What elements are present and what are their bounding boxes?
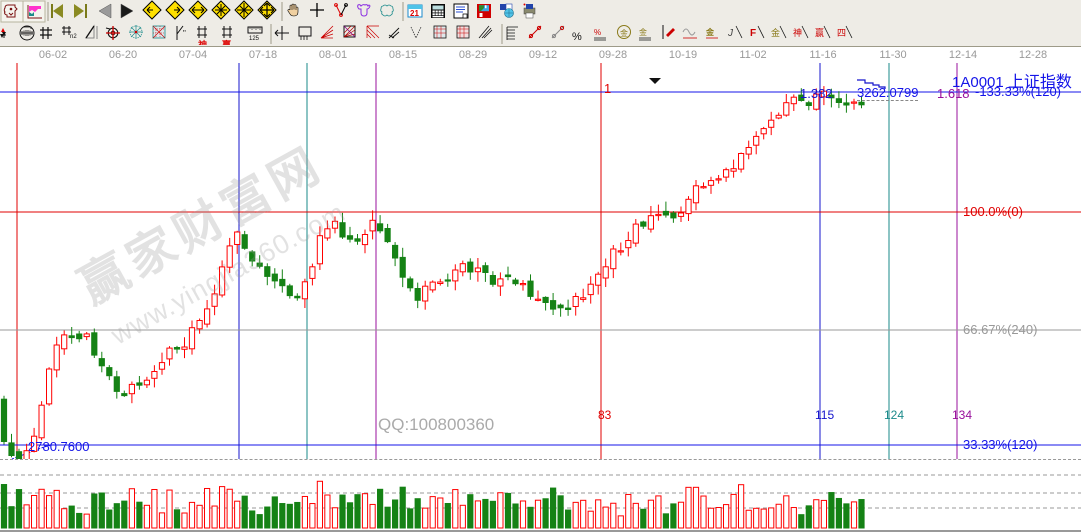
svg-text:F: F [750,28,756,39]
svg-text:赢: 赢 [222,39,231,45]
svg-text:1: 1 [604,81,611,96]
svg-text:金: 金 [771,27,780,38]
svg-text:n2: n2 [70,34,77,40]
svg-text:125: 125 [249,36,260,42]
svg-text:%: % [594,28,601,37]
svg-text:J: J [727,28,734,39]
svg-text:神: 神 [198,39,207,45]
svg-text:金: 金 [620,28,628,38]
svg-text:金: 金 [639,27,647,37]
svg-text:四: 四 [837,28,846,38]
svg-text:赢: 赢 [815,27,824,38]
svg-text:神: 神 [793,27,802,38]
svg-text:%: % [572,31,582,43]
svg-text:": " [183,29,186,38]
svg-text:21: 21 [410,9,419,18]
svg-text:金: 金 [705,27,715,37]
